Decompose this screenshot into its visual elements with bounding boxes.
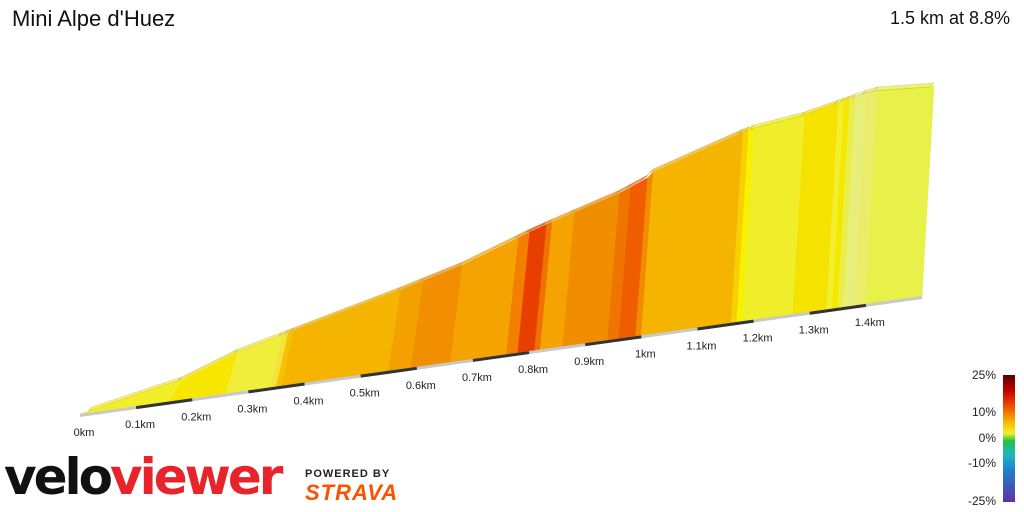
legend-label: -10% [968,456,996,470]
gradient-legend: 25% 10% 0% -10% -25% [968,368,1015,508]
x-tick-label: 0.1km [125,419,155,431]
x-tick-label: 0.4km [294,396,324,408]
legend-label: -25% [968,494,996,508]
x-tick-label: 0.9km [574,356,604,368]
legend-label: 25% [972,368,996,382]
x-tick-label: 1.2km [743,333,773,345]
logo-viewer: viewer [110,448,283,506]
x-tick-label: 0.8km [518,364,548,376]
strava-logo: STRAVA [305,480,399,505]
x-tick-label: 1km [635,348,656,360]
logo-velo: velo [4,448,113,506]
distance-band [360,366,418,378]
climb-title: Mini Alpe d'Huez [12,6,176,31]
x-tick-label: 0.7km [462,372,492,384]
distance-ticks: 0km 0.1km 0.2km 0.3km 0.4km 0.5km 0.6km 0.7km 0.… [74,303,885,439]
profile-edge-27 [873,82,935,92]
veloviewer-logo: veloviewer [4,452,283,502]
legend-label: 0% [979,431,997,445]
climb-summary: 1.5 km at 8.8% [889,8,1010,28]
x-tick-label: 1.3km [799,325,829,337]
distance-band [697,319,754,331]
profile-top-edge [87,82,935,412]
x-tick-label: 1.1km [686,340,716,352]
distance-band [248,382,305,394]
x-tick-label: 1.4km [855,317,885,329]
x-tick-label: 0.3km [237,403,267,415]
profile-segment-17 [641,131,744,336]
powered-by-label: POWERED BY [305,468,391,480]
profile-segments [79,85,935,415]
distance-band [472,351,530,362]
x-tick-label: 0km [74,427,95,439]
distance-band [135,398,193,410]
x-tick-label: 0.5km [350,388,380,400]
distance-band [584,335,642,347]
legend-label: 10% [972,405,996,419]
distance-band [809,303,867,315]
profile-segment-5 [281,289,402,387]
gradient-legend-bar [1003,375,1015,502]
x-tick-label: 0.6km [406,380,436,392]
x-tick-label: 0.2km [181,411,211,423]
profile-segment-27 [865,85,935,305]
